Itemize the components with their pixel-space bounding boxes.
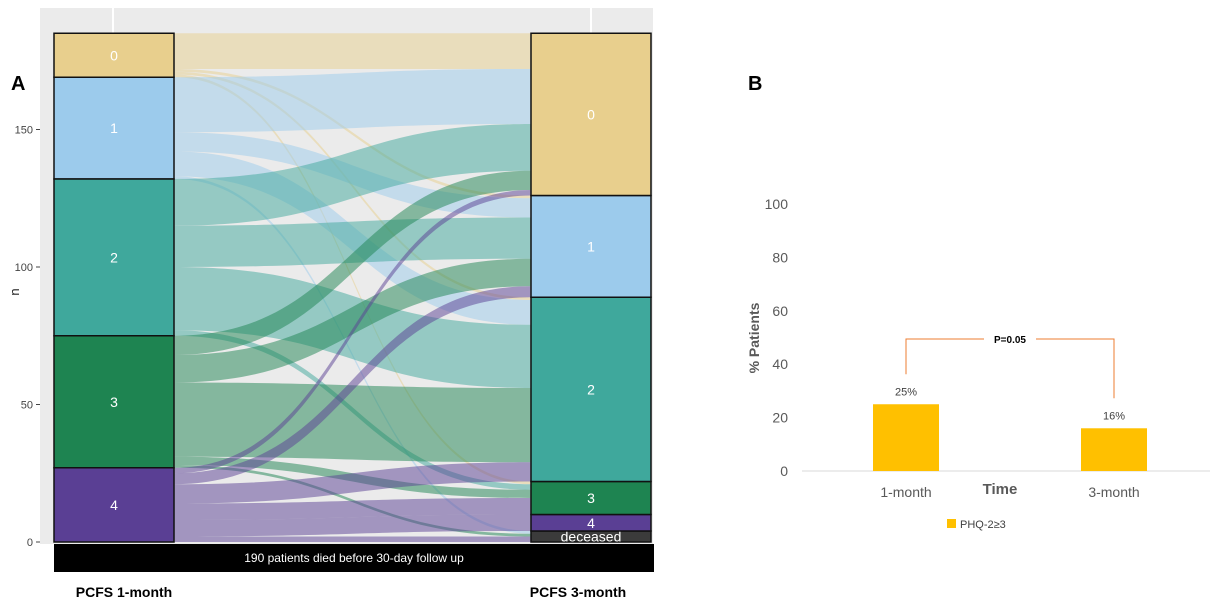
flow-4-to-0 [174, 190, 531, 474]
stratum-1month-label: 1 [110, 120, 118, 136]
stratum-1month-label: 4 [110, 497, 118, 513]
stratum-1month-3 [53, 335, 175, 469]
x-category-label: 3-month [1088, 484, 1139, 500]
stratum-1month-2 [53, 178, 175, 337]
panel-b-x-axis-title: Time [983, 481, 1018, 498]
panel-a-ytick-label: 150 [15, 125, 33, 137]
panel-b-y-axis: 0 20 40 60 80 100 [765, 196, 789, 479]
stratum-1month-label: 0 [110, 47, 118, 63]
flow-4-to-1 [174, 286, 531, 485]
panel-b-ytick-label: 100 [765, 196, 789, 212]
panel-a-y-axis: 0 50 100 150 [15, 125, 40, 549]
flow-2-to-1 [174, 217, 531, 267]
flow-2-to-0 [174, 124, 531, 226]
stratum-3month-label: 0 [587, 106, 595, 122]
mortality-note-bar [54, 544, 654, 572]
legend-label: PHQ-2≥3 [960, 519, 1006, 531]
p-value-background [984, 332, 1036, 346]
legend-swatch [947, 519, 956, 528]
panel-b-ytick-label: 40 [772, 356, 788, 372]
stratum-1month-4 [53, 467, 175, 543]
bar-data-label: 16% [1103, 410, 1125, 422]
panel-a-flows [174, 33, 531, 542]
panel-b-ytick-label: 80 [772, 249, 788, 265]
flow-4-to-3 [174, 498, 531, 520]
stratum-3month-label: 2 [587, 381, 595, 397]
flow-3-to-0 [174, 170, 531, 355]
stratum-3month-0 [530, 32, 652, 197]
panel-b-ytick-label: 20 [772, 410, 788, 426]
axis2-label: PCFS 3-month [530, 584, 626, 600]
stratum-3month-3 [530, 480, 652, 516]
flow-0-to-3 [174, 74, 531, 485]
bar-data-label: 25% [895, 386, 917, 398]
panel-b-ytick-label: 60 [772, 303, 788, 319]
stratum-3month-label: 1 [587, 238, 595, 254]
panel-a-label: A [11, 73, 25, 95]
flow-3-to-2 [174, 382, 531, 463]
p-value-annotation: P=0.05 [994, 335, 1026, 346]
stratum-3month-label: 4 [587, 515, 595, 531]
flow-4-to-4 [174, 514, 531, 537]
stratum-3month-2 [530, 296, 652, 483]
panel-a-ytick-label: 50 [21, 400, 33, 412]
stratum-1month-label: 3 [110, 394, 118, 410]
stratum-3month-label: 3 [587, 490, 595, 506]
stratum-3month-label: deceased [561, 529, 622, 545]
flow-0-to-1 [174, 69, 531, 199]
stratum-3month-1 [530, 194, 652, 298]
panel-a-ytick-label: 100 [15, 262, 33, 274]
panel-b-y-axis-title: % Patients [746, 302, 762, 373]
stratum-1month-label: 2 [110, 249, 118, 265]
flow-1-to-0 [174, 69, 531, 133]
bar-1-month [873, 404, 939, 471]
flow-3-to-1 [174, 258, 531, 383]
panel-b-ytick-label: 0 [780, 463, 788, 479]
flow-4-to-deceased [174, 536, 531, 542]
panel-b-label: B [748, 73, 762, 95]
significance-bracket [905, 338, 1115, 399]
panel-a-ytick-label: 0 [27, 537, 33, 549]
stratum-1month-0 [53, 32, 175, 78]
flow-0-to-0 [174, 33, 531, 69]
panel-a-y-axis-title: n [7, 288, 22, 295]
axis1-label: PCFS 1-month [76, 584, 172, 600]
panel-b-bars: 25% 1-month 16% 3-month [873, 386, 1147, 500]
mortality-note: 190 patients died before 30-day follow u… [244, 551, 464, 565]
x-category-label: 1-month [880, 484, 931, 500]
flow-4-to-2 [174, 462, 531, 504]
bar-3-month [1081, 428, 1147, 471]
